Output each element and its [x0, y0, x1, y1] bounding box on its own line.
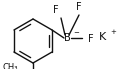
Text: −: −: [73, 30, 79, 36]
Text: +: +: [110, 29, 116, 35]
Text: F: F: [88, 34, 94, 44]
Text: F: F: [53, 5, 59, 15]
Text: B: B: [64, 33, 70, 43]
Text: CH₃: CH₃: [2, 63, 18, 69]
Text: F: F: [76, 2, 82, 12]
Text: K: K: [99, 32, 107, 42]
